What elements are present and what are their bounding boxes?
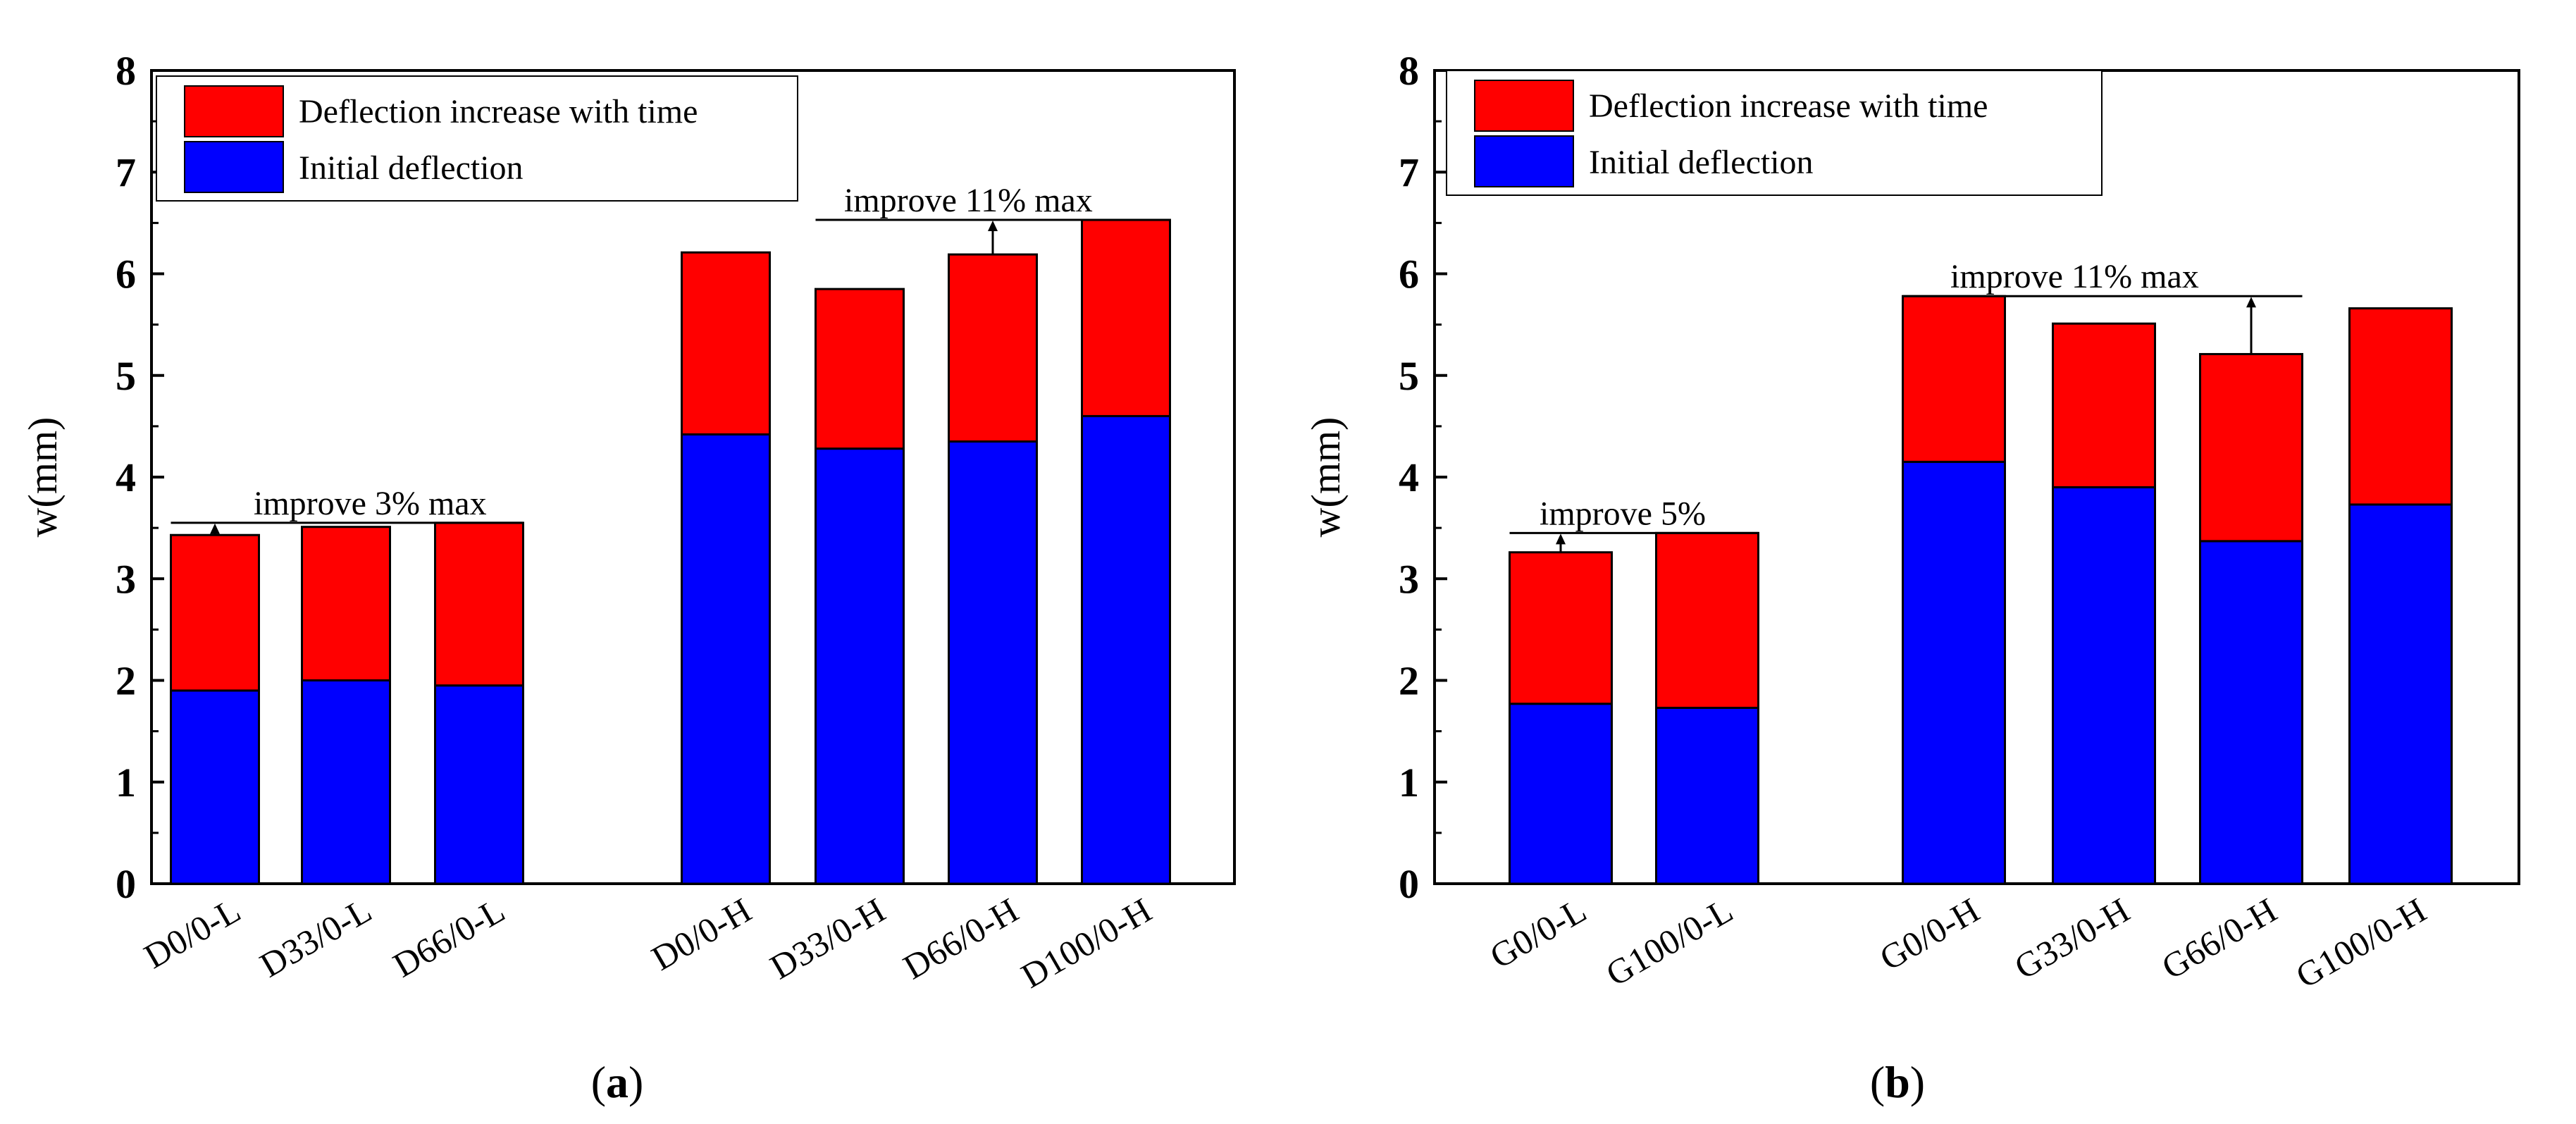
bar-deflection-increase — [681, 251, 771, 436]
annotation-text: improve 11% max — [1950, 258, 2199, 295]
panel-label-open: ( — [1870, 1057, 1885, 1107]
y-tick-label: 5 — [116, 353, 136, 399]
x-category-label: G100/0-L — [1599, 890, 1740, 994]
x-category-label: G33/0-H — [2008, 890, 2136, 987]
x-category-label: D0/0-L — [137, 890, 247, 976]
bar-initial-deflection — [170, 689, 260, 885]
annotation-arrow-head — [2246, 297, 2256, 308]
annotation-arrow-head — [988, 221, 998, 232]
panel-label-close: ) — [628, 1057, 643, 1107]
y-tick-label: 2 — [1399, 658, 1419, 704]
y-tick-label: 1 — [1399, 760, 1419, 805]
legend-label: Deflection increase with time — [299, 93, 698, 130]
panel-label-letter: a — [606, 1057, 628, 1107]
y-tick-label: 0 — [116, 861, 136, 907]
bar-deflection-increase — [1509, 551, 1613, 705]
bar-deflection-increase — [815, 288, 905, 450]
bar-initial-deflection — [681, 433, 771, 885]
x-category-label: D100/0-H — [1015, 890, 1158, 996]
y-axis-title: w(mm) — [1303, 417, 1349, 538]
bar-initial-deflection — [2348, 503, 2453, 885]
chart-panel-b: 0 1 2 3 4 5 6 7 8 w(mm) G0/0-L G100/0-L G0/0-H G33/0-… — [1303, 48, 2520, 1107]
panel-label: (a) — [591, 1057, 644, 1107]
bar-initial-deflection — [301, 679, 391, 885]
x-category-label: D33/0-H — [764, 890, 892, 987]
y-tick-label: 8 — [116, 48, 136, 94]
legend-swatch-deflection-increase — [1474, 80, 1574, 132]
bar-deflection-increase — [2199, 352, 2303, 543]
y-tick-label: 4 — [116, 455, 136, 500]
panel-label-open: ( — [591, 1057, 606, 1107]
y-tick-label: 4 — [1399, 455, 1419, 500]
x-category-label: G66/0-H — [2155, 890, 2284, 987]
y-tick-label: 1 — [116, 760, 136, 805]
bar-deflection-increase — [170, 533, 260, 692]
legend-swatch-deflection-increase — [184, 85, 284, 137]
legend-label: Deflection increase with time — [1589, 87, 1988, 125]
bar-initial-deflection — [948, 440, 1038, 885]
x-category-label: D0/0-H — [645, 890, 757, 978]
y-tick-label: 0 — [1399, 861, 1419, 907]
bar-initial-deflection — [1509, 703, 1613, 885]
bar-deflection-increase — [301, 526, 391, 681]
y-tick-label: 7 — [1399, 149, 1419, 195]
y-tick-label: 6 — [116, 252, 136, 297]
x-category-label: D66/0-L — [386, 890, 511, 985]
y-tick-label: 2 — [116, 658, 136, 704]
x-category-label: G100/0-H — [2289, 890, 2433, 996]
y-tick-label: 3 — [116, 556, 136, 602]
bar-initial-deflection — [2199, 540, 2303, 885]
chart-panel-a: 0 1 2 3 4 5 6 7 8 w(mm) D0/0-L D33/0-L D66/0-L D0/0-H… — [20, 48, 1236, 1107]
x-category-label: D33/0-L — [253, 890, 378, 985]
y-axis-title: w(mm) — [20, 417, 66, 538]
annotation-arrow-head — [210, 523, 220, 534]
bar-deflection-increase — [1655, 531, 1759, 709]
y-tick-label: 6 — [1399, 252, 1419, 297]
bar-initial-deflection — [1902, 460, 2006, 885]
x-category-label: G0/0-L — [1483, 890, 1592, 976]
panel-label-close: ) — [1910, 1057, 1925, 1107]
legend-swatch-initial-deflection — [184, 141, 284, 193]
bar-initial-deflection — [1655, 706, 1759, 885]
y-tick-label: 8 — [1399, 48, 1419, 94]
annotation-text: improve 5% — [1540, 495, 1706, 532]
x-category-label: G0/0-H — [1873, 890, 1986, 978]
y-tick-label: 3 — [1399, 556, 1419, 602]
annotation-text: improve 11% max — [844, 182, 1093, 219]
y-tick-label: 7 — [116, 149, 136, 195]
bar-initial-deflection — [2052, 486, 2156, 885]
panel-label-letter: b — [1885, 1057, 1910, 1107]
bar-deflection-increase — [2348, 307, 2453, 506]
bar-deflection-increase — [2052, 322, 2156, 488]
legend-label: Initial deflection — [1589, 144, 1814, 181]
bar-initial-deflection — [1081, 414, 1171, 885]
x-category-label: D66/0-H — [897, 890, 1025, 987]
annotation-text: improve 3% max — [254, 485, 487, 522]
panel-label: (b) — [1870, 1057, 1925, 1107]
y-tick-label: 5 — [1399, 353, 1419, 399]
bar-deflection-increase — [948, 253, 1038, 443]
legend-swatch-initial-deflection — [1474, 135, 1574, 187]
bar-initial-deflection — [815, 447, 905, 885]
bar-deflection-increase — [434, 521, 524, 687]
annotation-arrow-head — [1556, 533, 1566, 545]
bar-deflection-increase — [1081, 218, 1171, 417]
bar-deflection-increase — [1902, 295, 2006, 463]
bar-initial-deflection — [434, 684, 524, 885]
legend-label: Initial deflection — [299, 149, 524, 187]
